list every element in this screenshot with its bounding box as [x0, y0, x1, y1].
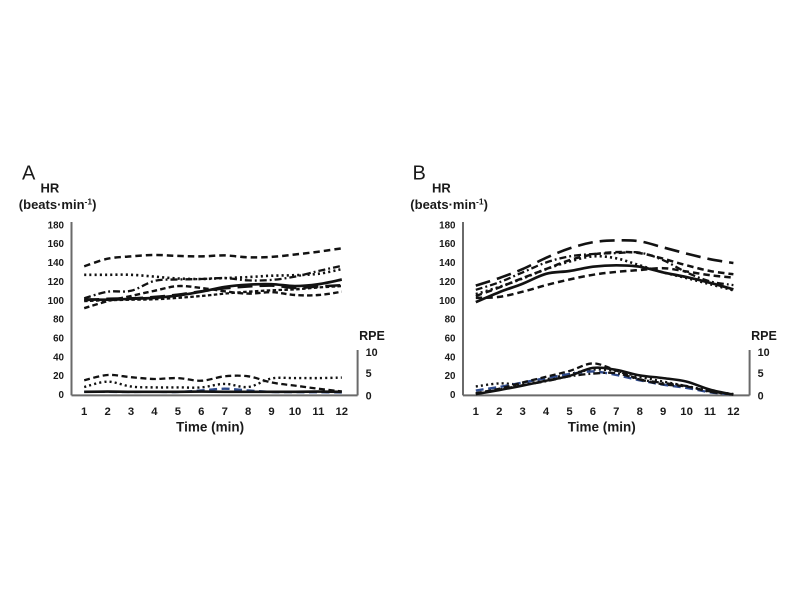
svg-text:180: 180 — [48, 220, 65, 231]
svg-text:9: 9 — [660, 406, 666, 418]
svg-text:0: 0 — [450, 390, 456, 401]
svg-text:5: 5 — [566, 406, 572, 418]
svg-text:1: 1 — [473, 406, 479, 418]
svg-text:10: 10 — [366, 347, 378, 359]
svg-text:0: 0 — [758, 390, 764, 402]
svg-text:B: B — [413, 163, 426, 185]
svg-text:5: 5 — [175, 406, 181, 418]
svg-text:0: 0 — [366, 390, 372, 402]
svg-text:140: 140 — [439, 258, 456, 269]
svg-text:80: 80 — [53, 315, 64, 326]
svg-text:Time (min): Time (min) — [568, 420, 636, 435]
svg-text:7: 7 — [222, 406, 228, 418]
svg-text:120: 120 — [439, 277, 456, 288]
svg-text:100: 100 — [48, 296, 65, 307]
svg-text:60: 60 — [445, 333, 456, 344]
svg-text:160: 160 — [439, 239, 456, 250]
svg-text:1: 1 — [81, 406, 87, 418]
svg-text:40: 40 — [445, 352, 456, 363]
svg-text:100: 100 — [439, 296, 456, 307]
svg-text:3: 3 — [128, 406, 134, 418]
svg-text:9: 9 — [268, 406, 274, 418]
svg-text:10: 10 — [289, 406, 302, 418]
svg-text:6: 6 — [198, 406, 204, 418]
svg-text:12: 12 — [727, 406, 740, 418]
svg-text:RPE: RPE — [751, 329, 777, 343]
svg-text:80: 80 — [445, 315, 456, 326]
svg-text:0: 0 — [59, 390, 65, 401]
svg-text:Time (min): Time (min) — [176, 420, 244, 435]
svg-text:(beats·min-1): (beats·min-1) — [19, 197, 97, 213]
svg-text:20: 20 — [445, 371, 456, 382]
svg-text:RPE: RPE — [359, 329, 385, 343]
svg-text:10: 10 — [680, 406, 693, 418]
svg-text:20: 20 — [53, 371, 64, 382]
svg-text:2: 2 — [104, 406, 110, 418]
svg-text:11: 11 — [312, 406, 324, 418]
svg-text:120: 120 — [48, 277, 65, 288]
svg-text:3: 3 — [519, 406, 525, 418]
svg-text:160: 160 — [48, 239, 65, 250]
svg-text:12: 12 — [336, 406, 349, 418]
svg-text:140: 140 — [48, 258, 65, 269]
svg-text:HR: HR — [432, 181, 451, 196]
svg-text:4: 4 — [543, 406, 550, 418]
svg-text:5: 5 — [758, 368, 764, 380]
svg-text:8: 8 — [637, 406, 643, 418]
svg-text:7: 7 — [613, 406, 619, 418]
svg-text:(beats·min-1): (beats·min-1) — [410, 197, 488, 213]
svg-text:40: 40 — [53, 352, 64, 363]
svg-text:8: 8 — [245, 406, 251, 418]
svg-text:6: 6 — [590, 406, 596, 418]
svg-text:4: 4 — [151, 406, 158, 418]
svg-text:2: 2 — [496, 406, 502, 418]
svg-text:A: A — [22, 163, 36, 185]
svg-text:180: 180 — [439, 220, 456, 231]
svg-text:HR: HR — [41, 181, 60, 196]
svg-text:60: 60 — [53, 333, 64, 344]
svg-text:11: 11 — [704, 406, 716, 418]
svg-text:5: 5 — [366, 368, 372, 380]
svg-text:10: 10 — [758, 347, 770, 359]
